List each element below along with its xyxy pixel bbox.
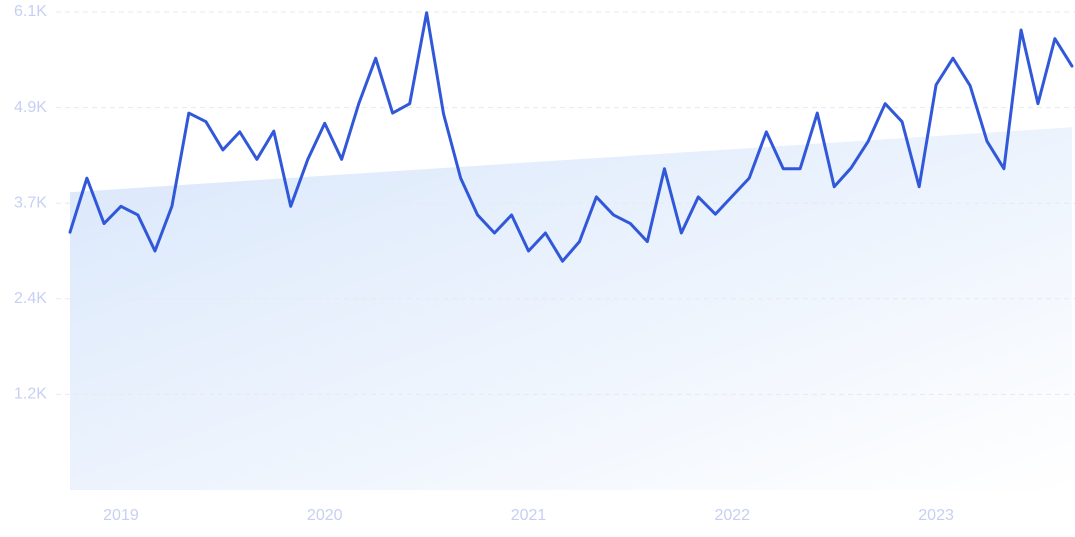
y-tick-label: 3.7K (14, 194, 47, 211)
y-tick-label: 6.1K (14, 3, 47, 20)
x-tick-label: 2021 (511, 507, 547, 524)
x-tick-label: 2022 (714, 507, 750, 524)
y-tick-label: 2.4K (14, 290, 47, 307)
y-tick-label: 4.9K (14, 99, 47, 116)
x-tick-label: 2023 (918, 507, 954, 524)
x-tick-label: 2020 (307, 507, 343, 524)
line (68, 11, 1074, 263)
trend-area (70, 127, 1072, 491)
x-tick-label: 2019 (103, 507, 139, 524)
y-tick-label: 1.2K (14, 386, 47, 403)
